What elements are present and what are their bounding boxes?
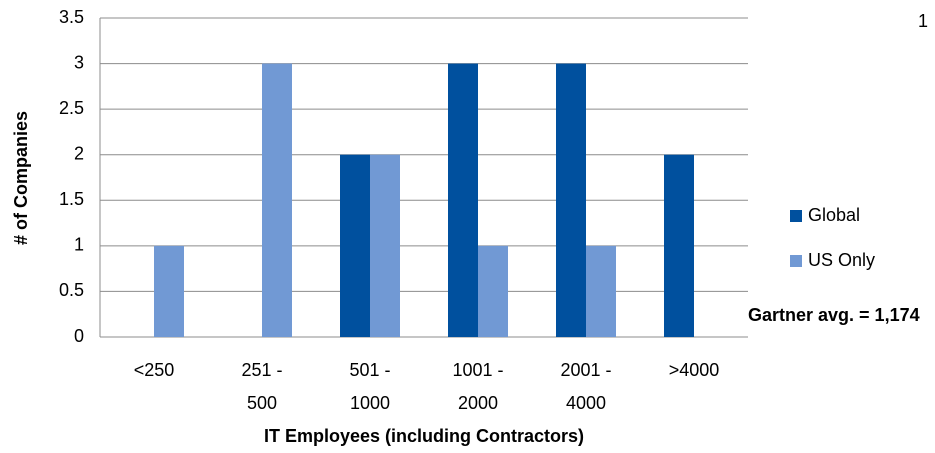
x-tick-label: 501 - 1000 xyxy=(349,360,391,413)
bar xyxy=(448,63,478,337)
x-tick-label: 251 - 500 xyxy=(241,360,283,413)
y-axis-label: # of Companies xyxy=(11,111,31,245)
x-tick-label: 1001 - 2000 xyxy=(452,360,504,413)
x-axis-label: IT Employees (including Contractors) xyxy=(264,426,584,446)
bar xyxy=(556,63,586,337)
y-tick-label: 1 xyxy=(74,235,84,255)
bar xyxy=(340,154,370,337)
bar xyxy=(370,154,400,337)
x-tick-label: 2001 - 4000 xyxy=(560,360,612,413)
legend-label: US Only xyxy=(808,250,875,270)
y-tick-label: 1.5 xyxy=(59,189,84,209)
y-tick-label: 2 xyxy=(74,143,84,163)
y-tick-label: 3.5 xyxy=(59,7,84,27)
bar xyxy=(154,245,184,337)
y-tick-label: 2.5 xyxy=(59,98,84,118)
x-tick-label: >4000 xyxy=(668,360,720,380)
bar xyxy=(478,245,508,337)
y-tick-label: 0 xyxy=(74,326,84,346)
y-tick-label: 3 xyxy=(74,52,84,72)
x-tick-label: <250 xyxy=(133,360,175,380)
y-tick-label: 0.5 xyxy=(59,280,84,300)
legend-swatch xyxy=(790,210,802,222)
legend-label: Global xyxy=(808,205,860,225)
annotation: Gartner avg. = 1,174 xyxy=(748,305,920,325)
bar xyxy=(664,154,694,337)
bar xyxy=(262,63,292,337)
legend-swatch xyxy=(790,255,802,267)
bar xyxy=(586,245,616,337)
corner-annotation: 1 xyxy=(918,11,928,31)
